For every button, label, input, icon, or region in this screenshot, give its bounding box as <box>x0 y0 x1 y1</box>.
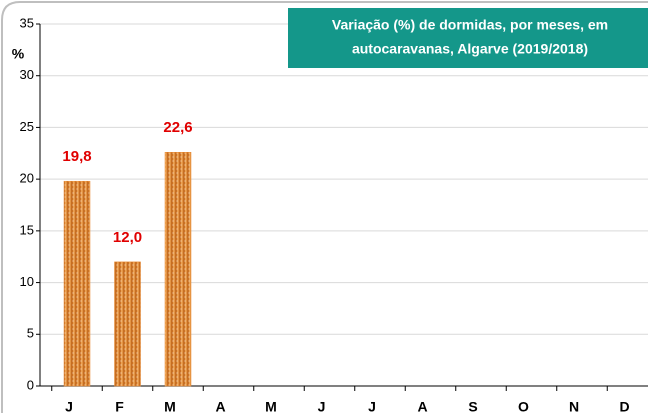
x-tick-label: J <box>368 399 376 413</box>
x-tick-label: F <box>115 399 124 413</box>
chart-title: Variação (%) de dormidas, por meses, em <box>332 17 608 33</box>
y-tick-label: 35 <box>20 15 34 30</box>
data-label: 19,8 <box>62 148 91 165</box>
y-tick-label: 0 <box>27 377 34 392</box>
plot: 0 5 10 15 20 25 30 35 J 19,8 F 12,0 M 22,6 A M J J A S O N D <box>20 15 648 413</box>
y-tick-label: 15 <box>20 222 34 237</box>
y-tick-label: 20 <box>20 171 34 186</box>
data-label: 22,6 <box>163 119 192 136</box>
x-tick-label: A <box>417 399 427 413</box>
x-tick-label: J <box>318 399 326 413</box>
y-tick-label: 10 <box>20 274 34 289</box>
x-tick-label: M <box>265 399 277 413</box>
data-label: 12,0 <box>113 229 142 246</box>
x-tick-label: D <box>619 399 629 413</box>
x-tick-label: N <box>569 399 579 413</box>
y-tick-label: 25 <box>20 119 34 134</box>
x-tick-label: A <box>215 399 225 413</box>
y-axis-label: % <box>12 46 25 62</box>
x-tick-label: M <box>164 399 176 413</box>
chart-title: autocaravanas, Algarve (2019/2018) <box>352 41 588 57</box>
x-tick-label: O <box>518 399 529 413</box>
bar <box>114 261 141 387</box>
title-box <box>288 8 648 68</box>
x-tick-label: S <box>468 399 477 413</box>
bar <box>164 152 192 387</box>
y-tick-label: 5 <box>27 326 34 341</box>
bar <box>63 180 91 387</box>
y-tick-label: 30 <box>20 67 34 82</box>
x-tick-label: J <box>65 399 73 413</box>
